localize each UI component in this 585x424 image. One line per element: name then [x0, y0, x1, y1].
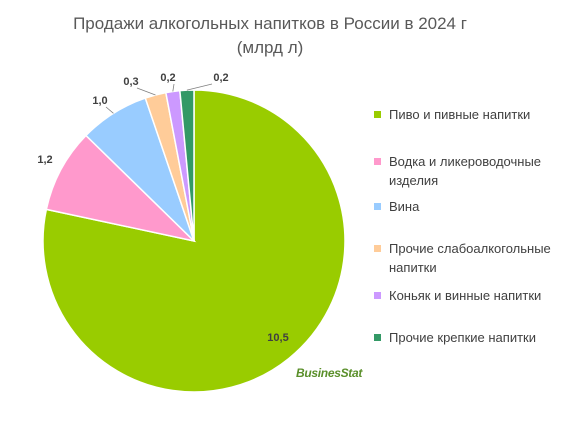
leader-line — [172, 83, 175, 92]
data-label: 10,5 — [267, 332, 288, 344]
leader-line — [186, 83, 213, 91]
legend-label: Прочие слабоалкогольные напитки — [389, 241, 551, 275]
businesstat-logo: BusinesStat — [296, 366, 363, 380]
chart-title-line2: (млрд л) — [236, 38, 304, 57]
legend-label: Вина — [389, 199, 420, 214]
data-label: 0,2 — [160, 72, 175, 84]
pie-slice — [45, 134, 197, 243]
legend-swatch — [374, 203, 381, 210]
leader-line — [136, 87, 156, 96]
legend-item-low-alcohol: Прочие слабоалкогольные напитки — [374, 239, 569, 277]
data-label: 0,2 — [213, 72, 228, 84]
pie-slice — [42, 89, 346, 393]
legend-item-beer: Пиво и пивные напитки — [374, 105, 569, 124]
legend-label: Коньяк и винные напитки — [389, 288, 542, 303]
legend-swatch — [374, 158, 381, 165]
leader-line — [105, 106, 114, 114]
legend-item-vodka: Водка и ликероводочные изделия — [374, 152, 569, 190]
legend-item-cognac: Коньяк и винные напитки — [374, 286, 569, 305]
data-label: 0,3 — [123, 76, 138, 88]
data-labels: 10,5 1,2 1,0 0,3 0,2 0,2 — [37, 72, 288, 344]
legend-label: Пиво и пивные напитки — [389, 107, 531, 122]
data-label: 1,0 — [92, 95, 107, 107]
legend-swatch — [374, 334, 381, 341]
chart-title: Продажи алкогольных напитков в России в … — [0, 12, 540, 60]
pie-slices — [42, 89, 346, 393]
legend-swatch — [374, 111, 381, 118]
legend-item-other-strong: Прочие крепкие напитки — [374, 328, 569, 347]
legend-swatch — [374, 292, 381, 299]
legend-label: Прочие крепкие напитки — [389, 330, 536, 345]
legend-swatch — [374, 245, 381, 252]
data-label: 1,2 — [37, 154, 52, 166]
legend-label: Водка и ликероводочные изделия — [389, 154, 542, 188]
leader-lines — [105, 83, 213, 114]
chart-title-line1: Продажи алкогольных напитков в России в … — [73, 14, 467, 33]
legend-item-wine: Вина — [374, 197, 569, 216]
pie-slice — [179, 89, 195, 242]
